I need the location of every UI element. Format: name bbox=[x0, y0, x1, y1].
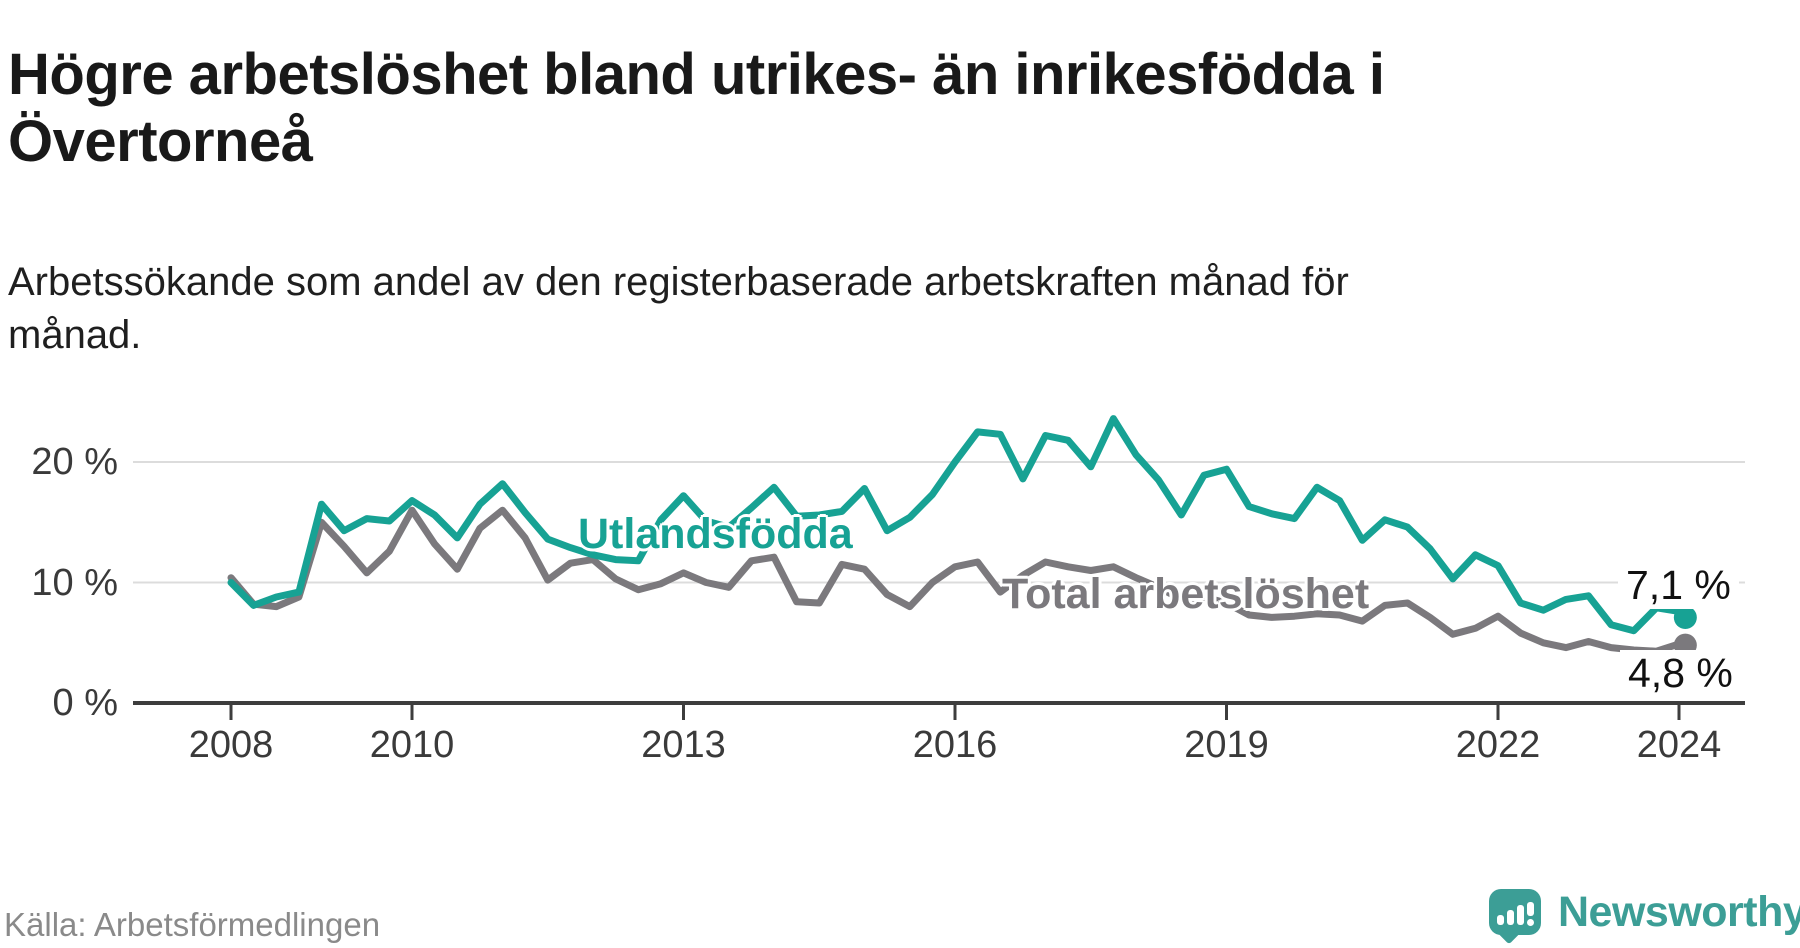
x-tick-label-2019: 2019 bbox=[1184, 724, 1269, 766]
newsworthy-logo: Newsworthy bbox=[1489, 884, 1800, 945]
exclamation-dot-glyph bbox=[1527, 919, 1534, 926]
page-title: Högre arbetslöshet bland utrikes- än inr… bbox=[8, 41, 1385, 175]
bar-chart-glyph bbox=[1497, 915, 1504, 925]
x-tick-label-2016: 2016 bbox=[912, 724, 998, 766]
series-label-utlandsfodda: Utlandsfödda bbox=[578, 510, 853, 558]
x-tick-label-2008: 2008 bbox=[188, 724, 274, 766]
x-tick-label-2022: 2022 bbox=[1455, 724, 1541, 766]
x-tick-label-2024: 2024 bbox=[1636, 724, 1722, 766]
source-note: Källa: Arbetsförmedlingen bbox=[4, 906, 381, 943]
x-tick-label-2010: 2010 bbox=[369, 724, 455, 766]
x-tick-label-2013: 2013 bbox=[641, 724, 726, 766]
series-line-total-arbetsl-shet bbox=[227, 506, 1689, 655]
series-line-utlandsf-dda bbox=[227, 415, 1689, 635]
bar-chart-glyph bbox=[1517, 905, 1524, 925]
newsworthy-wordmark: Newsworthy bbox=[1558, 887, 1800, 936]
bar-chart-glyph bbox=[1507, 910, 1514, 925]
y-tick-label-20: 20 % bbox=[31, 441, 118, 483]
page-subtitle: Arbetssökande som andel av den registerb… bbox=[8, 260, 1349, 357]
y-tick-label-10: 10 % bbox=[31, 561, 118, 604]
series-end-dot-utlandsf-dda bbox=[1673, 605, 1697, 629]
end-value-label-total-arbetsloshet: 4,8 % bbox=[1620, 650, 1741, 697]
newsworthy-logo-icon bbox=[1489, 889, 1541, 945]
end-value-label-utlandsfodda: 7,1 % bbox=[1618, 562, 1739, 609]
exclamation-glyph bbox=[1527, 902, 1534, 916]
series-label-total-arbetsloshet: Total arbetslöshet bbox=[1002, 570, 1370, 618]
y-tick-label-0: 0 % bbox=[52, 682, 118, 724]
